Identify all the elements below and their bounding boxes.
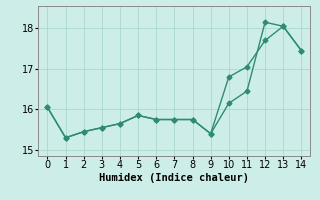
X-axis label: Humidex (Indice chaleur): Humidex (Indice chaleur) <box>100 173 249 183</box>
